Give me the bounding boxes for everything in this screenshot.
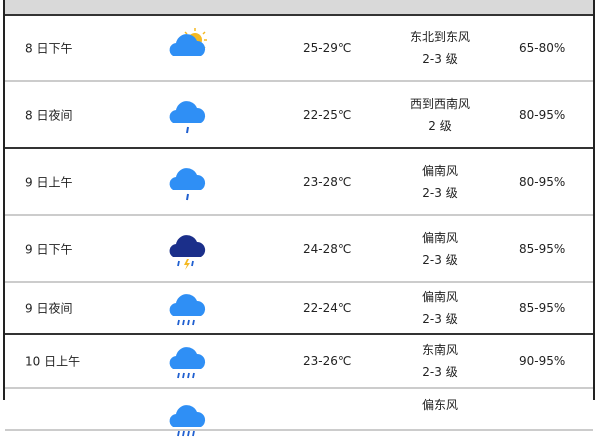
wind-direction: 偏东风 [421, 398, 458, 412]
table-row: 8 日下午 25-29℃ 东北到东风 2-3 级 65-80% [5, 16, 593, 82]
wind-direction: 东北到东风 [409, 30, 470, 44]
wind-direction: 西到西南风 [409, 96, 470, 111]
row-wind: 西到西南风 2 级 [385, 93, 495, 137]
row-humidity: 90-95% [519, 354, 566, 368]
wind-level: 2-3 级 [422, 252, 458, 267]
wind-direction: 偏南风 [421, 230, 458, 245]
wind-level: 2-3 级 [422, 312, 458, 326]
forecast-table: 8 日下午 25-29℃ 东北到东风 2-3 级 65-80% 8 日夜间 22-25℃ 西到… [3, 0, 595, 437]
light-rain-icon [165, 160, 211, 204]
row-date: 10 日上午 [25, 354, 81, 369]
row-humidity: 85-95% [519, 301, 566, 315]
heavy-rain-icon [165, 286, 211, 330]
wind-level: 2-3 级 [422, 185, 458, 200]
row-temperature: 23-26℃ [303, 354, 352, 368]
wind-level: 2-3 级 [422, 52, 458, 66]
row-humidity: 85-95% [519, 241, 566, 256]
row-temperature: 22-24℃ [303, 301, 352, 315]
heavy-rain-icon [165, 339, 211, 383]
row-temperature: 22-25℃ [303, 107, 352, 122]
row-humidity: 65-80% [519, 41, 566, 55]
row-temperature: 23-28℃ [303, 174, 352, 189]
table-row: 9 日下午 24-28℃ 偏南风 2-3 级 85-95% [5, 216, 593, 283]
row-date: 9 日夜间 [25, 301, 73, 316]
table-row: 10 日上午 23-26℃ 东南风 2-3 级 90-95% [5, 335, 593, 389]
row-wind: 东南风 2-3 级 [385, 339, 495, 383]
wind-level: 2 级 [428, 118, 452, 133]
row-wind: 偏东风 [385, 394, 495, 416]
row-wind: 偏南风 2-3 级 [385, 227, 495, 271]
row-temperature: 24-28℃ [303, 241, 352, 256]
table-row: 偏东风 [5, 389, 593, 437]
wind-direction: 偏南风 [421, 290, 458, 304]
row-humidity: 80-95% [519, 174, 566, 189]
rain-icon [165, 397, 211, 441]
table-row: 9 日夜间 22-24℃ 偏南风 2-3 级 85-95% [5, 283, 593, 335]
row-wind: 东北到东风 2-3 级 [385, 26, 495, 70]
row-date: 9 日上午 [25, 175, 73, 189]
partly-cloudy-icon [165, 26, 211, 70]
row-wind: 偏南风 2-3 级 [385, 286, 495, 330]
row-date: 9 日下午 [25, 242, 73, 256]
wind-direction: 偏南风 [421, 163, 458, 178]
wind-direction: 东南风 [421, 343, 458, 357]
row-date: 8 日下午 [25, 41, 73, 56]
row-date: 8 日夜间 [25, 108, 73, 122]
light-rain-icon [165, 93, 211, 137]
table-row: 9 日上午 23-28℃ 偏南风 2-3 级 80-95% [5, 149, 593, 216]
thunderstorm-icon [165, 227, 211, 271]
row-humidity: 80-95% [519, 107, 566, 122]
table-header [5, 0, 593, 16]
table-row: 8 日夜间 22-25℃ 西到西南风 2 级 80-95% [5, 82, 593, 149]
wind-level: 2-3 级 [422, 365, 458, 379]
row-temperature: 25-29℃ [303, 41, 352, 55]
row-wind: 偏南风 2-3 级 [385, 160, 495, 204]
